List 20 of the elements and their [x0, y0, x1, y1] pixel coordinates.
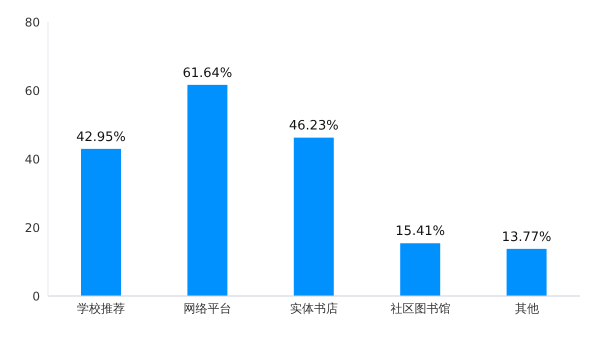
data-label: 46.23% [289, 118, 339, 134]
y-tick-label: 20 [24, 220, 40, 235]
data-label: 42.95% [76, 130, 126, 145]
x-tick-label: 学校推荐 [77, 302, 126, 316]
x-tick-label: 实体书店 [290, 302, 338, 316]
bar [81, 148, 121, 296]
bar [506, 248, 547, 296]
y-tick-label: 40 [24, 152, 40, 166]
y-tick-label: 0 [32, 289, 40, 304]
y-tick-label: 80 [24, 15, 40, 30]
x-tick-label: 网络平台 [184, 302, 232, 316]
bar [187, 84, 228, 296]
data-label: 15.41% [395, 224, 445, 240]
x-tick-label: 其他 [514, 302, 539, 316]
x-tick-label: 社区图书馆 [390, 302, 450, 316]
data-label: 61.64% [182, 66, 232, 81]
bar [294, 138, 334, 296]
y-tick-label: 60 [24, 84, 40, 98]
bar [400, 243, 440, 296]
data-label: 13.77% [502, 230, 552, 245]
